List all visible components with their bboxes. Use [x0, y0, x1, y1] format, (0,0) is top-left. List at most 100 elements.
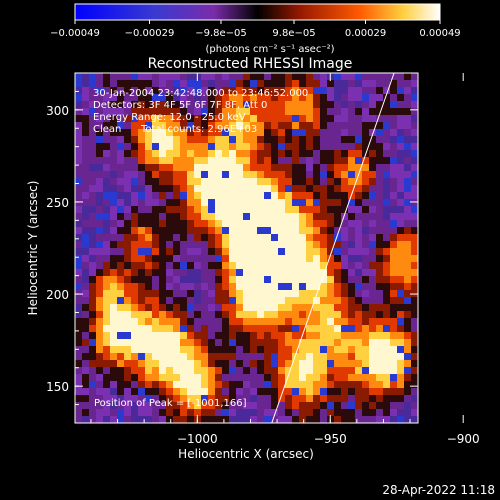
- heatmap-cell: [117, 297, 124, 304]
- heatmap-cell: [110, 381, 117, 388]
- heatmap-cell: [131, 122, 138, 129]
- heatmap-cell: [96, 276, 103, 283]
- heatmap-cell: [369, 416, 376, 423]
- heatmap-cell: [348, 346, 355, 353]
- heatmap-cell: [292, 213, 299, 220]
- heatmap-cell: [334, 269, 341, 276]
- heatmap-cell: [194, 199, 201, 206]
- heatmap-cell: [264, 339, 271, 346]
- heatmap-cell: [397, 276, 404, 283]
- heatmap-cell: [222, 388, 229, 395]
- heatmap-cell: [306, 136, 313, 143]
- heatmap-cell: [278, 248, 285, 255]
- heatmap-cell: [180, 318, 187, 325]
- heatmap-cell: [229, 87, 236, 94]
- heatmap-cell: [341, 164, 348, 171]
- heatmap-cell: [313, 234, 320, 241]
- heatmap-cell: [89, 395, 96, 402]
- heatmap-cell: [257, 367, 264, 374]
- heatmap-cell: [341, 115, 348, 122]
- heatmap-cell: [152, 290, 159, 297]
- heatmap-cell: [376, 325, 383, 332]
- heatmap-cell: [215, 192, 222, 199]
- heatmap-cell: [348, 129, 355, 136]
- heatmap-cell: [131, 213, 138, 220]
- heatmap-cell: [390, 164, 397, 171]
- heatmap-cell: [215, 199, 222, 206]
- heatmap-cell: [173, 73, 180, 80]
- heatmap-cell: [75, 262, 82, 269]
- heatmap-cell: [75, 227, 82, 234]
- heatmap-cell: [75, 367, 82, 374]
- heatmap-cell: [82, 255, 89, 262]
- heatmap-cell: [390, 108, 397, 115]
- heatmap-cell: [390, 248, 397, 255]
- heatmap-cell: [348, 367, 355, 374]
- heatmap-cell: [131, 297, 138, 304]
- heatmap-cell: [117, 164, 124, 171]
- heatmap-cell: [194, 136, 201, 143]
- heatmap-cell: [103, 73, 110, 80]
- chart-title: Reconstructed RHESSI Image: [148, 56, 353, 72]
- heatmap-cell: [362, 220, 369, 227]
- heatmap-cell: [117, 94, 124, 101]
- heatmap-cell: [369, 185, 376, 192]
- heatmap-cell: [334, 185, 341, 192]
- heatmap-cell: [229, 367, 236, 374]
- heatmap-cell: [327, 136, 334, 143]
- heatmap-cell: [152, 297, 159, 304]
- heatmap-cell: [173, 192, 180, 199]
- heatmap-cell: [82, 122, 89, 129]
- heatmap-cell: [397, 122, 404, 129]
- heatmap-cell: [124, 241, 131, 248]
- heatmap-cell: [306, 101, 313, 108]
- heatmap-cell: [369, 395, 376, 402]
- heatmap-cell: [383, 381, 390, 388]
- heatmap-cell: [243, 185, 250, 192]
- heatmap-cell: [285, 108, 292, 115]
- heatmap-cell: [236, 80, 243, 87]
- heatmap-cell: [390, 171, 397, 178]
- heatmap-cell: [404, 381, 411, 388]
- heatmap-cell: [376, 206, 383, 213]
- heatmap-cell: [173, 276, 180, 283]
- heatmap-cell: [138, 213, 145, 220]
- heatmap-cell: [362, 80, 369, 87]
- heatmap-cell: [117, 374, 124, 381]
- heatmap-cell: [257, 353, 264, 360]
- heatmap-cell: [390, 115, 397, 122]
- heatmap-cell: [222, 290, 229, 297]
- heatmap-cell: [341, 157, 348, 164]
- heatmap-cell: [292, 395, 299, 402]
- heatmap-cell: [313, 213, 320, 220]
- heatmap-cell: [404, 388, 411, 395]
- heatmap-cell: [369, 122, 376, 129]
- heatmap-cell: [327, 87, 334, 94]
- heatmap-cell: [166, 388, 173, 395]
- heatmap-cell: [404, 234, 411, 241]
- heatmap-cell: [152, 262, 159, 269]
- heatmap-cell: [75, 213, 82, 220]
- heatmap-cell: [299, 346, 306, 353]
- heatmap-cell: [75, 276, 82, 283]
- heatmap-cell: [222, 185, 229, 192]
- heatmap-cell: [404, 332, 411, 339]
- heatmap-cell: [180, 136, 187, 143]
- heatmap-cell: [96, 122, 103, 129]
- heatmap-cell: [124, 206, 131, 213]
- heatmap-cell: [250, 213, 257, 220]
- heatmap-cell: [236, 395, 243, 402]
- heatmap-cell: [278, 311, 285, 318]
- heatmap-cell: [327, 269, 334, 276]
- heatmap-cell: [271, 262, 278, 269]
- heatmap-cell: [82, 150, 89, 157]
- heatmap-cell: [411, 157, 418, 164]
- heatmap-cell: [334, 136, 341, 143]
- heatmap-cell: [103, 192, 110, 199]
- heatmap-cell: [201, 234, 208, 241]
- heatmap-cell: [124, 402, 131, 409]
- heatmap-cell: [243, 402, 250, 409]
- heatmap-cell: [278, 395, 285, 402]
- heatmap-cell: [299, 269, 306, 276]
- heatmap-cell: [152, 122, 159, 129]
